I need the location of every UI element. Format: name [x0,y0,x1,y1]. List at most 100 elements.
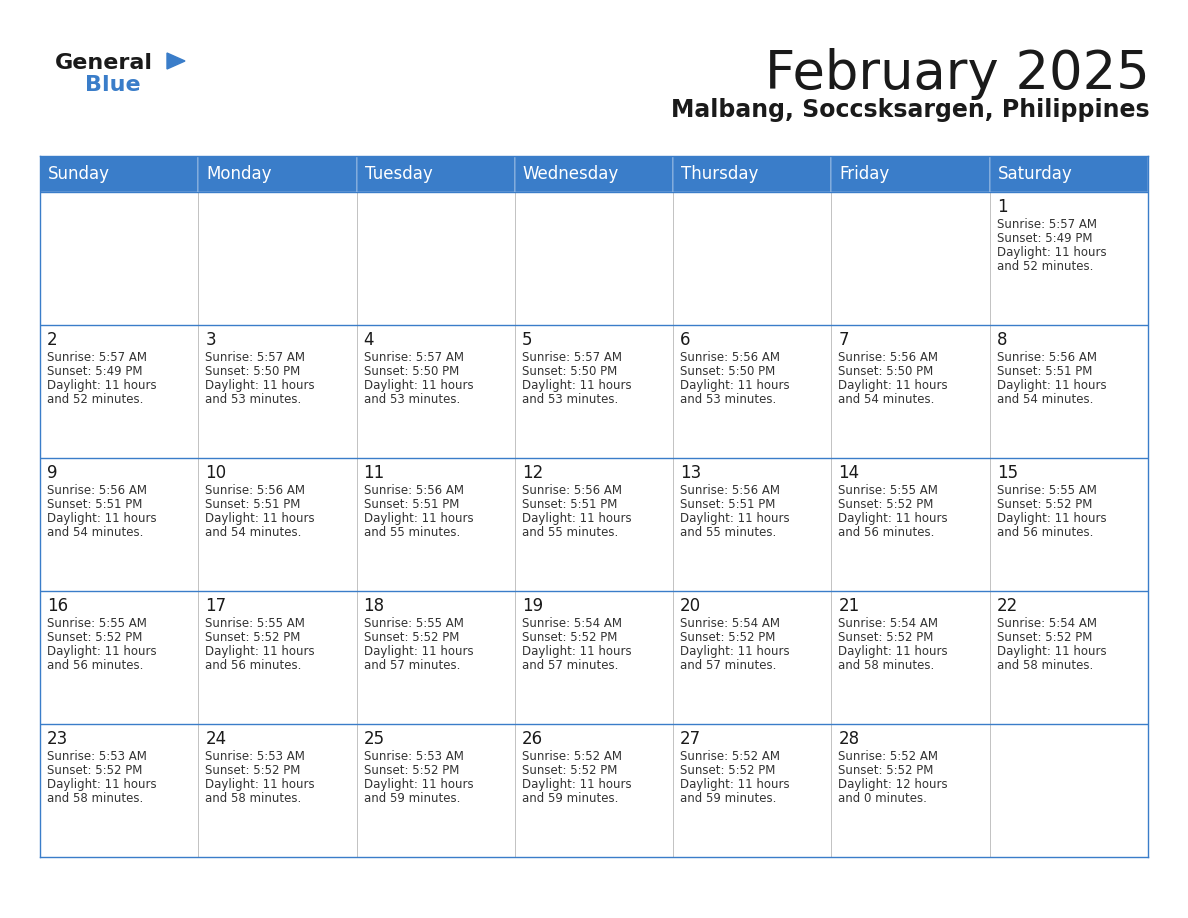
Text: Sunset: 5:51 PM: Sunset: 5:51 PM [206,498,301,510]
Text: Wednesday: Wednesday [523,165,619,183]
Text: Sunset: 5:52 PM: Sunset: 5:52 PM [522,764,618,777]
Text: Tuesday: Tuesday [365,165,432,183]
Text: Sunrise: 5:56 AM: Sunrise: 5:56 AM [997,351,1097,364]
Text: Saturday: Saturday [998,165,1073,183]
Text: 3: 3 [206,331,216,349]
Text: Sunrise: 5:56 AM: Sunrise: 5:56 AM [522,484,621,497]
Text: Sunrise: 5:52 AM: Sunrise: 5:52 AM [522,750,621,763]
Text: 1: 1 [997,198,1007,216]
Text: Daylight: 11 hours: Daylight: 11 hours [681,644,790,657]
Text: Sunrise: 5:57 AM: Sunrise: 5:57 AM [206,351,305,364]
Bar [40,724,1148,857]
Bar [990,156,1148,192]
Text: Daylight: 11 hours: Daylight: 11 hours [522,778,632,790]
Text: and 54 minutes.: and 54 minutes. [206,526,302,539]
Text: 14: 14 [839,464,860,482]
Text: and 53 minutes.: and 53 minutes. [206,393,302,406]
Text: Daylight: 11 hours: Daylight: 11 hours [997,644,1106,657]
Text: Sunset: 5:52 PM: Sunset: 5:52 PM [839,498,934,510]
Text: Daylight: 11 hours: Daylight: 11 hours [997,511,1106,524]
Text: 20: 20 [681,597,701,615]
Text: Sunset: 5:51 PM: Sunset: 5:51 PM [364,498,459,510]
Text: Sunrise: 5:52 AM: Sunrise: 5:52 AM [681,750,781,763]
Text: 10: 10 [206,464,227,482]
Text: Daylight: 11 hours: Daylight: 11 hours [839,378,948,392]
Text: Daylight: 11 hours: Daylight: 11 hours [997,246,1106,259]
Text: Daylight: 11 hours: Daylight: 11 hours [48,378,157,392]
Text: Sunset: 5:52 PM: Sunset: 5:52 PM [364,631,459,644]
Text: Sunrise: 5:56 AM: Sunrise: 5:56 AM [48,484,147,497]
Text: Sunset: 5:52 PM: Sunset: 5:52 PM [839,631,934,644]
Text: Daylight: 11 hours: Daylight: 11 hours [522,644,632,657]
Text: Daylight: 11 hours: Daylight: 11 hours [206,778,315,790]
Text: and 54 minutes.: and 54 minutes. [48,526,144,539]
Text: Sunset: 5:51 PM: Sunset: 5:51 PM [522,498,618,510]
Text: 2: 2 [48,331,58,349]
Text: 6: 6 [681,331,690,349]
Text: Sunset: 5:52 PM: Sunset: 5:52 PM [48,764,143,777]
Text: Sunrise: 5:57 AM: Sunrise: 5:57 AM [997,218,1097,230]
Bar [832,156,990,192]
Text: Daylight: 11 hours: Daylight: 11 hours [364,511,473,524]
Text: 28: 28 [839,730,860,748]
Text: Sunset: 5:49 PM: Sunset: 5:49 PM [48,364,143,377]
Text: Sunrise: 5:55 AM: Sunrise: 5:55 AM [206,617,305,630]
Text: 19: 19 [522,597,543,615]
Text: and 58 minutes.: and 58 minutes. [48,791,144,804]
Text: Blue: Blue [86,75,140,95]
Bar [356,156,514,192]
Text: Sunset: 5:52 PM: Sunset: 5:52 PM [997,631,1092,644]
Text: Sunset: 5:52 PM: Sunset: 5:52 PM [681,631,776,644]
Text: Sunset: 5:49 PM: Sunset: 5:49 PM [997,231,1092,244]
Text: Sunset: 5:52 PM: Sunset: 5:52 PM [681,764,776,777]
Text: Sunrise: 5:55 AM: Sunrise: 5:55 AM [364,617,463,630]
Text: Sunrise: 5:55 AM: Sunrise: 5:55 AM [839,484,939,497]
Text: Sunrise: 5:54 AM: Sunrise: 5:54 AM [839,617,939,630]
Text: 17: 17 [206,597,227,615]
Text: 9: 9 [48,464,57,482]
Text: 22: 22 [997,597,1018,615]
Text: Sunset: 5:52 PM: Sunset: 5:52 PM [48,631,143,644]
Text: and 55 minutes.: and 55 minutes. [364,526,460,539]
Text: Sunrise: 5:53 AM: Sunrise: 5:53 AM [206,750,305,763]
Text: Daylight: 11 hours: Daylight: 11 hours [48,778,157,790]
Text: Sunrise: 5:57 AM: Sunrise: 5:57 AM [522,351,621,364]
Text: Sunrise: 5:56 AM: Sunrise: 5:56 AM [206,484,305,497]
Text: 8: 8 [997,331,1007,349]
Text: Sunrise: 5:57 AM: Sunrise: 5:57 AM [48,351,147,364]
Text: and 56 minutes.: and 56 minutes. [839,526,935,539]
Text: Sunset: 5:50 PM: Sunset: 5:50 PM [206,364,301,377]
Bar [40,156,198,192]
Text: 13: 13 [681,464,701,482]
Text: 11: 11 [364,464,385,482]
Text: Sunset: 5:51 PM: Sunset: 5:51 PM [681,498,776,510]
Bar [40,325,1148,458]
Text: 24: 24 [206,730,227,748]
Text: Daylight: 11 hours: Daylight: 11 hours [206,378,315,392]
Text: Sunrise: 5:53 AM: Sunrise: 5:53 AM [48,750,147,763]
Text: and 0 minutes.: and 0 minutes. [839,791,928,804]
Bar [514,156,674,192]
Text: Sunset: 5:50 PM: Sunset: 5:50 PM [522,364,617,377]
Text: Sunrise: 5:57 AM: Sunrise: 5:57 AM [364,351,463,364]
Text: and 58 minutes.: and 58 minutes. [997,658,1093,672]
Text: Daylight: 11 hours: Daylight: 11 hours [48,511,157,524]
Text: Sunset: 5:50 PM: Sunset: 5:50 PM [839,364,934,377]
Text: Sunset: 5:51 PM: Sunset: 5:51 PM [48,498,143,510]
Text: and 56 minutes.: and 56 minutes. [997,526,1093,539]
Text: Sunset: 5:50 PM: Sunset: 5:50 PM [364,364,459,377]
Text: 12: 12 [522,464,543,482]
Text: and 56 minutes.: and 56 minutes. [48,658,144,672]
Text: Sunset: 5:52 PM: Sunset: 5:52 PM [997,498,1092,510]
Text: Sunset: 5:52 PM: Sunset: 5:52 PM [206,764,301,777]
Text: and 58 minutes.: and 58 minutes. [206,791,302,804]
Text: 7: 7 [839,331,849,349]
Text: Thursday: Thursday [681,165,758,183]
Text: Sunrise: 5:52 AM: Sunrise: 5:52 AM [839,750,939,763]
Text: Malbang, Soccsksargen, Philippines: Malbang, Soccsksargen, Philippines [671,98,1150,122]
Text: Sunrise: 5:54 AM: Sunrise: 5:54 AM [681,617,781,630]
Text: and 59 minutes.: and 59 minutes. [364,791,460,804]
Text: Sunrise: 5:55 AM: Sunrise: 5:55 AM [48,617,147,630]
Text: Daylight: 11 hours: Daylight: 11 hours [364,378,473,392]
Text: Monday: Monday [207,165,272,183]
